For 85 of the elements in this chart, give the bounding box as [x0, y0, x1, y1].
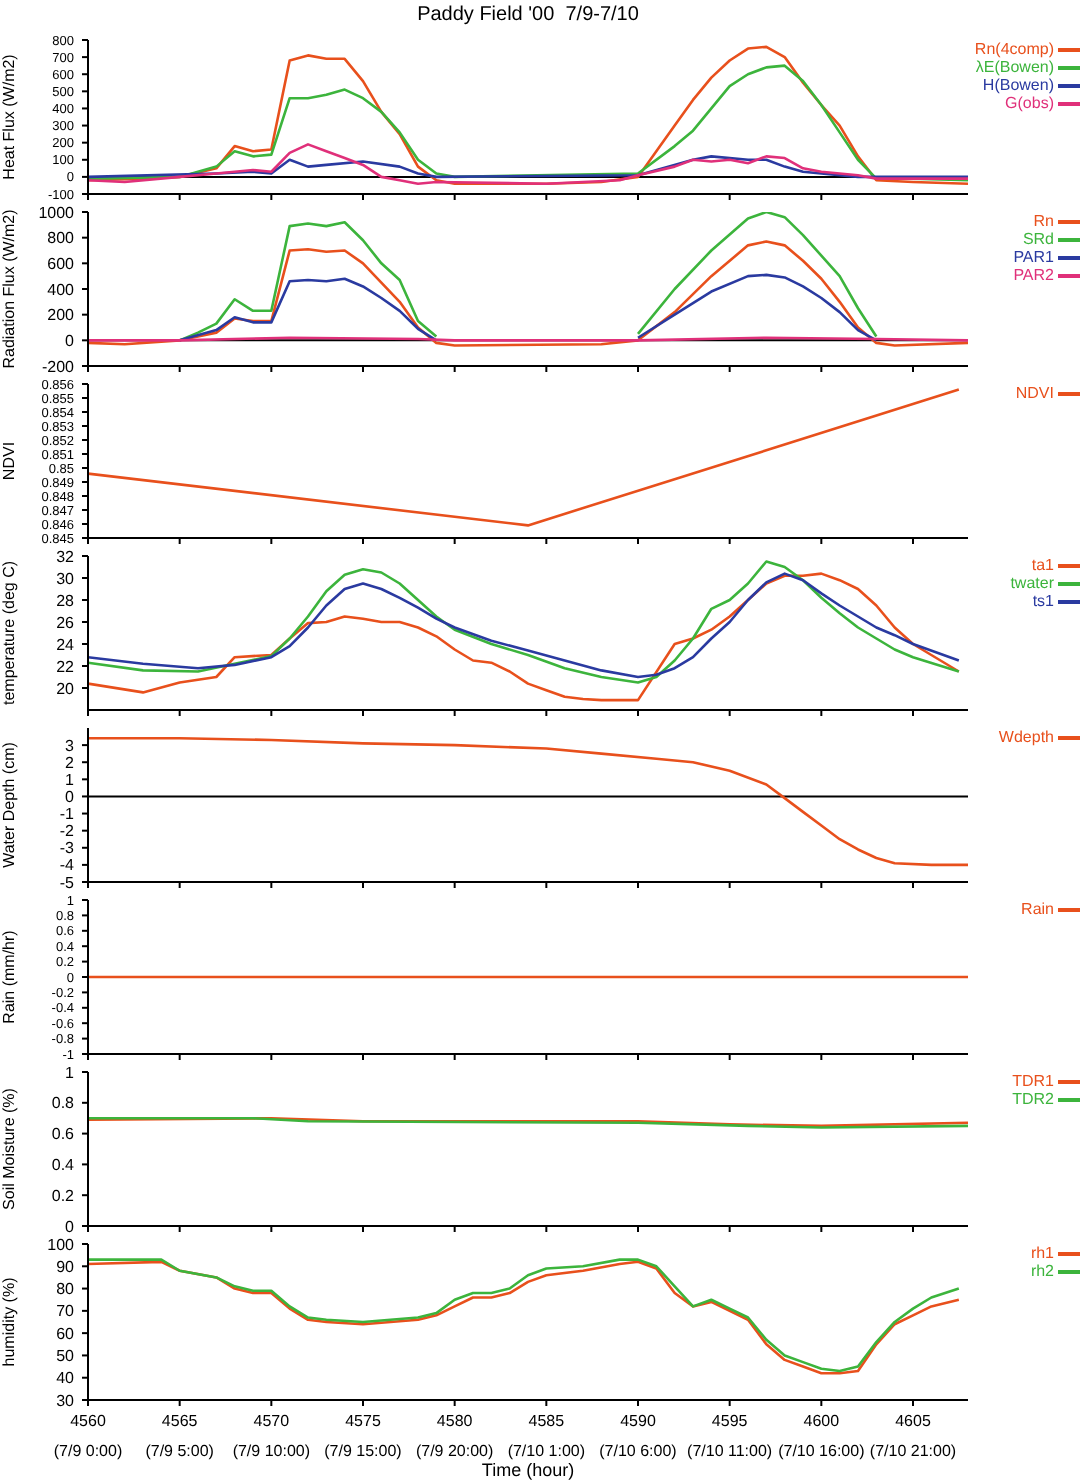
x-axis-title: Time (hour) [481, 1460, 575, 1480]
y-tick-label: 28 [56, 591, 76, 610]
y-tick-label: 200 [47, 306, 76, 325]
chart-title: Paddy Field '00 7/9-7/10 [415, 2, 641, 30]
y-tick-label: -2 [59, 822, 76, 841]
x-tick-label: 4605 [895, 1412, 932, 1430]
y-tick-label: 30 [56, 1391, 76, 1410]
text: (7/10 16:00) [778, 1442, 866, 1460]
y-tick-label: 40 [56, 1369, 76, 1388]
legend-label: ta1 [1031, 556, 1054, 574]
y-tick-label: 0.6 [51, 1125, 76, 1144]
x-tick-label: 4570 [253, 1412, 291, 1430]
text: (7/10 1:00) [507, 1442, 586, 1460]
y-axis-title: NDVI [0, 441, 18, 481]
legend-label: NDVI [1015, 384, 1054, 402]
text: (7/9 10:00) [232, 1442, 311, 1460]
y-tick-label: 1 [65, 770, 76, 789]
y-tick-label: 0 [65, 788, 76, 807]
y-axis-title: temperature (deg C) [0, 560, 18, 706]
y-tick-label: 26 [56, 613, 76, 632]
legend-label: TDR2 [1012, 1090, 1054, 1108]
y-tick-label: 800 [47, 229, 76, 248]
y-tick-label: 0.8 [51, 1094, 76, 1113]
y-tick-label: 3 [65, 736, 76, 755]
x-tick-label: 4600 [803, 1412, 841, 1430]
text: (7/9 0:00) [53, 1442, 123, 1460]
text: (7/10 6:00) [599, 1442, 678, 1460]
y-tick-label: -4 [59, 856, 76, 875]
y-tick-label: 24 [56, 635, 76, 654]
text: (7/10 21:00) [869, 1442, 957, 1460]
legend-label: Rn(4comp) [974, 40, 1054, 58]
y-tick-label: 0 [65, 1217, 76, 1236]
y-tick-label: 1000 [38, 203, 76, 222]
y-tick-label: -200 [41, 357, 76, 376]
y-tick-label: 80 [56, 1280, 76, 1299]
y-tick-label: -1 [59, 805, 76, 824]
y-axis-title: Soil Moisture (%) [0, 1087, 18, 1210]
y-tick-label: 70 [56, 1302, 76, 1321]
x-tick-label: 4565 [161, 1412, 199, 1430]
y-axis-title: Radiation Flux (W/m2) [0, 208, 18, 369]
legend-label: rh2 [1030, 1262, 1054, 1280]
y-tick-label: 50 [56, 1347, 76, 1366]
y-axis-title: Heat Flux (W/m2) [0, 53, 18, 180]
legend-label: PAR1 [1013, 248, 1054, 266]
y-tick-label: 22 [56, 657, 76, 676]
legend-label: ts1 [1032, 592, 1054, 610]
legend-label: rh1 [1030, 1244, 1054, 1262]
y-tick-label: 60 [56, 1324, 76, 1343]
legend-label: H(Bowen) [982, 76, 1054, 94]
y-axis-title: Water Depth (cm) [0, 741, 18, 868]
text: (7/9 15:00) [324, 1442, 403, 1460]
text: (7/9 5:00) [145, 1442, 215, 1460]
legend-label: TDR1 [1012, 1072, 1054, 1090]
y-tick-label: 0 [65, 331, 76, 350]
y-tick-label: 0.2 [51, 1186, 76, 1205]
x-tick-label: 4580 [436, 1412, 474, 1430]
x-tick-label: 4585 [528, 1412, 566, 1430]
y-tick-label: 100 [47, 1235, 76, 1254]
legend-label: Rain [1021, 900, 1054, 918]
y-tick-label: 0.4 [51, 1156, 76, 1174]
text: (7/10 11:00) [687, 1442, 773, 1460]
y-tick-label: 90 [56, 1257, 76, 1276]
text: (7/9 20:00) [415, 1442, 495, 1460]
legend-label: PAR2 [1013, 266, 1054, 284]
legend-label: G(obs) [1005, 94, 1054, 112]
legend-label: λE(Bowen) [975, 58, 1054, 76]
y-tick-label: -5 [59, 873, 76, 892]
y-tick-label: 1 [65, 1063, 76, 1082]
y-tick-label: 2 [65, 753, 76, 772]
y-tick-label: 600 [47, 254, 76, 273]
y-tick-label: 20 [56, 679, 76, 698]
x-tick-label: 4560 [70, 1412, 107, 1430]
y-tick-label: 32 [56, 547, 76, 566]
x-tick-label: 4575 [345, 1412, 382, 1430]
legend-label: Rn [1033, 212, 1054, 230]
legend-label: twater [1010, 574, 1054, 592]
legend-label: SRd [1022, 230, 1054, 248]
legend-label: Wdepth [998, 728, 1054, 746]
y-tick-label: 30 [56, 569, 76, 588]
y-tick-label: 400 [47, 280, 76, 299]
y-axis-title: Rain (mm/hr) [0, 929, 18, 1024]
y-tick-label: -3 [59, 839, 76, 858]
y-axis-title: humidity (%) [0, 1276, 18, 1367]
x-tick-label: 4595 [711, 1412, 749, 1430]
x-tick-label: 4590 [620, 1412, 657, 1430]
